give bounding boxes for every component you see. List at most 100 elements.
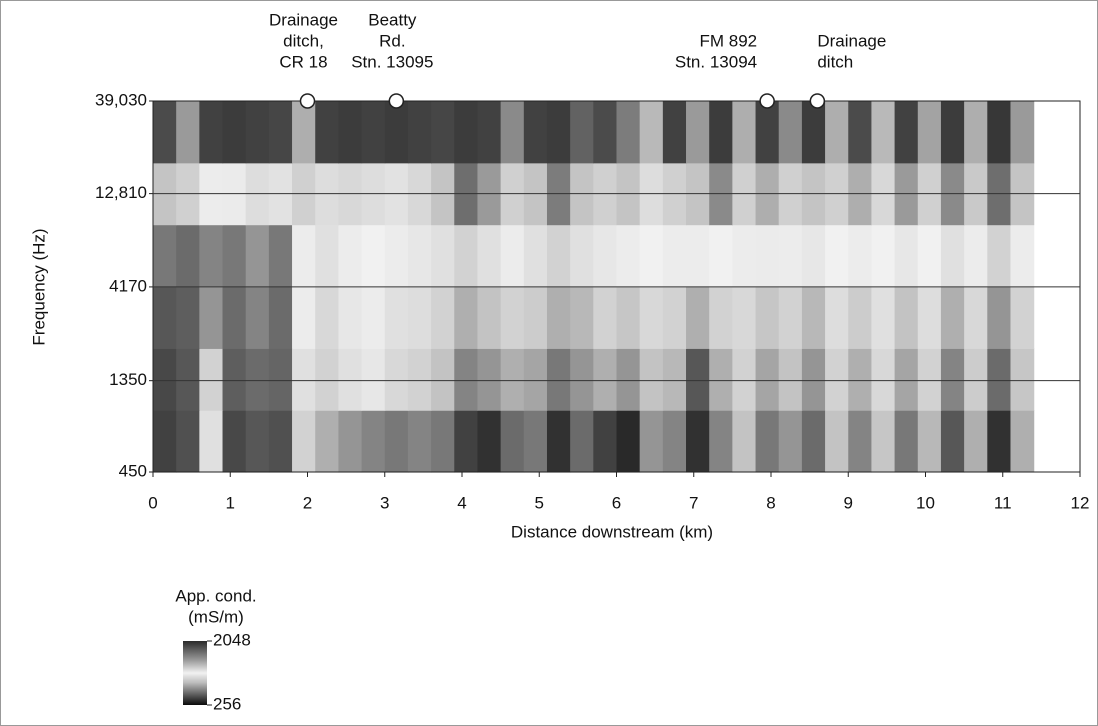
heatmap-cell — [709, 224, 733, 288]
heatmap-cell — [268, 348, 293, 411]
annotation-text: Rd. — [379, 31, 405, 50]
y-tick-label: 1350 — [109, 370, 147, 389]
heatmap-cell — [454, 348, 479, 411]
heatmap-cell — [268, 410, 293, 473]
heatmap-cell — [1010, 101, 1035, 164]
heatmap-cell — [153, 286, 177, 349]
heatmap-cell — [454, 101, 479, 164]
heatmap-cell — [825, 101, 849, 164]
heatmap-cell — [848, 410, 873, 473]
heatmap-cell — [662, 410, 687, 473]
y-tick-label: 39,030 — [95, 90, 147, 109]
heatmap-cell — [500, 410, 525, 473]
heatmap-cell — [639, 286, 664, 349]
annotation-text: ditch, — [283, 31, 324, 50]
heatmap-cell — [315, 410, 339, 473]
x-tick-label: 9 — [844, 493, 853, 512]
heatmap-cell — [338, 410, 363, 473]
heatmap-cell — [245, 286, 270, 349]
heatmap-cell — [338, 286, 363, 349]
heatmap-cell — [662, 101, 687, 164]
heatmap-cell — [709, 101, 733, 164]
heatmap-cell — [384, 286, 409, 349]
heatmap-cell — [176, 410, 200, 473]
heatmap-cell — [894, 286, 919, 349]
heatmap-cell — [917, 410, 942, 473]
heatmap-cell — [964, 101, 988, 164]
heatmap-cell — [407, 286, 432, 349]
annotation-marker — [388, 93, 405, 109]
heatmap-cell — [686, 286, 710, 349]
heatmap-cell — [176, 224, 200, 288]
annotation-text: CR 18 — [279, 52, 327, 71]
heatmap-cell — [593, 410, 618, 473]
heatmap-cell — [848, 348, 873, 411]
heatmap-cell — [361, 101, 386, 164]
heatmap-cell — [546, 101, 571, 164]
heatmap-cell — [964, 286, 988, 349]
colorbar-tick-label: 256 — [213, 694, 241, 713]
heatmap-cell — [593, 224, 618, 288]
heatmap-cell — [616, 286, 641, 349]
heatmap-cell — [570, 224, 594, 288]
heatmap-cell — [199, 410, 224, 473]
heatmap-cell — [801, 348, 826, 411]
heatmap-cell — [894, 224, 919, 288]
heatmap-cell — [940, 348, 965, 411]
heatmap-cell — [801, 410, 826, 473]
heatmap-cell — [778, 101, 803, 164]
heatmap-cell — [871, 101, 896, 164]
heatmap-cell — [153, 224, 177, 288]
heatmap-cell — [778, 410, 803, 473]
heatmap-cell — [477, 410, 502, 473]
heatmap-cell — [709, 348, 733, 411]
heatmap-cell — [153, 348, 177, 411]
heatmap-cell — [222, 224, 247, 288]
heatmap-cell — [407, 224, 432, 288]
heatmap-cell — [732, 224, 757, 288]
heatmap-cell — [871, 286, 896, 349]
x-tick-label: 3 — [380, 493, 389, 512]
heatmap-cell — [894, 101, 919, 164]
heatmap-cell — [662, 348, 687, 411]
heatmap-cell — [338, 101, 363, 164]
heatmap-cell — [987, 410, 1012, 473]
heatmap-cell — [153, 101, 177, 164]
heatmap-cell — [917, 348, 942, 411]
annotation-text: Drainage — [817, 31, 886, 50]
annotation-marker — [299, 93, 316, 109]
x-tick-label: 10 — [916, 493, 935, 512]
heatmap-cell — [940, 286, 965, 349]
heatmap-cell — [848, 101, 873, 164]
heatmap-cell — [431, 224, 455, 288]
heatmap-cell — [361, 286, 386, 349]
heatmap-cell — [245, 410, 270, 473]
heatmap-cell — [292, 348, 316, 411]
heatmap-cell — [662, 286, 687, 349]
heatmap-cell — [732, 101, 757, 164]
heatmap-cell — [153, 410, 177, 473]
heatmap-cell — [199, 101, 224, 164]
x-tick-label: 12 — [1071, 493, 1090, 512]
heatmap-cell — [431, 410, 455, 473]
heatmap-cell — [570, 101, 594, 164]
heatmap-cell — [871, 410, 896, 473]
heatmap-cell — [1010, 286, 1035, 349]
heatmap-cell — [801, 224, 826, 288]
y-tick-label: 4170 — [109, 276, 147, 295]
heatmap-cell — [1010, 224, 1035, 288]
heatmap-cell — [268, 286, 293, 349]
x-tick-label: 11 — [994, 493, 1012, 512]
heatmap-cell — [964, 410, 988, 473]
heatmap-cell — [315, 224, 339, 288]
heatmap-cell — [523, 410, 548, 473]
heatmap-cell — [454, 286, 479, 349]
colorbar-title: App. cond. — [175, 586, 256, 605]
heatmap-cell — [825, 348, 849, 411]
heatmap-cell — [639, 224, 664, 288]
heatmap-cell — [639, 348, 664, 411]
annotation-text: Stn. 13094 — [675, 52, 757, 71]
heatmap-cell — [987, 286, 1012, 349]
heatmap-cell — [338, 224, 363, 288]
heatmap-cell — [987, 224, 1012, 288]
